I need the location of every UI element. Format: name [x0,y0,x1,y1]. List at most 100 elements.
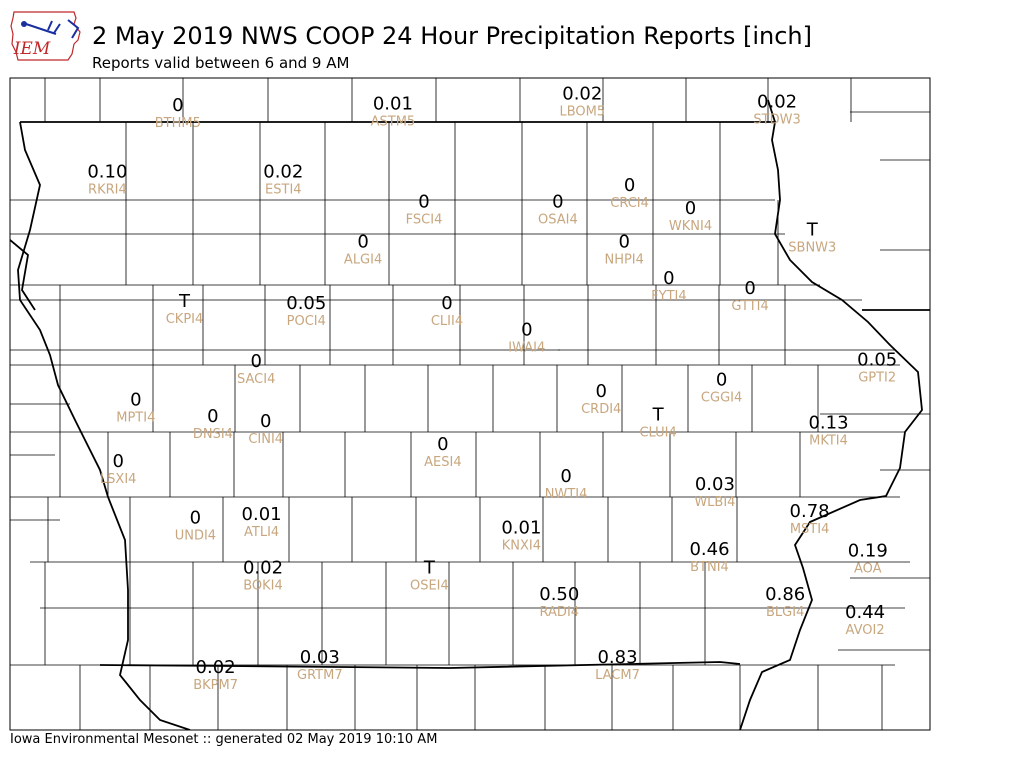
station-id: OSEI4 [410,578,449,593]
precip-value: 0 [685,198,696,219]
logo-text: IEM [13,39,51,59]
station-id: CKPI4 [166,312,204,327]
iem-logo: IEM [10,11,81,61]
precip-value: 0 [552,191,563,212]
precip-value: 0 [521,320,532,341]
precip-value: 0.02 [757,92,797,113]
station-id: AVOI2 [846,623,885,638]
precip-value: 0 [112,451,123,472]
precip-value: 0.46 [689,539,729,560]
precip-value: 0 [260,411,271,432]
station-id: NHPI4 [604,252,643,267]
precip-value: 0.78 [790,501,830,522]
station-id: GPTI2 [858,370,896,385]
precip-value: 0.03 [695,474,735,495]
map-title: 2 May 2019 NWS COOP 24 Hour Precipitatio… [92,22,812,50]
station-id: BTNI4 [690,560,729,575]
footer-credit: Iowa Environmental Mesonet :: generated … [10,732,438,747]
station-id: FYTI4 [651,289,686,304]
missouri-river-border [17,121,191,730]
precip-value: 0 [663,268,674,289]
station-id: RKRI4 [88,183,127,198]
station-id: BOKI4 [243,578,283,593]
station-id: STDW3 [753,113,800,128]
precip-value: 0.05 [857,349,897,370]
iowa-missouri-border [99,661,741,669]
precip-value: 0.02 [243,557,283,578]
station-id: CINI4 [248,432,283,447]
station-id: CRCI4 [610,196,649,211]
precip-value: 0 [250,351,261,372]
iowa-outline-logo [10,11,81,61]
precip-value: 0 [130,389,141,410]
station-id: FSCI4 [406,212,443,227]
station-id: LACM7 [595,668,640,683]
precip-value: 0.86 [765,584,805,605]
station-id: AOA [854,562,882,577]
station-id: SACI4 [237,372,275,387]
precip-value: 0.19 [848,541,888,562]
station-id: CGGI4 [701,390,742,405]
station-id: CLUI4 [639,425,676,440]
precip-value: 0.02 [263,162,303,183]
map-subtitle: Reports valid between 6 and 9 AM [92,54,350,72]
precip-value: 0 [418,191,429,212]
station-id: OSAI4 [538,212,578,227]
big-sioux-border [10,239,36,311]
precip-value: T [806,220,819,241]
station-id: BLGI4 [766,605,804,620]
station-id: ASTM5 [371,114,416,129]
precip-value: 0.03 [300,647,340,668]
station-id: IWAI4 [508,341,545,356]
station-id: POCI4 [287,314,326,329]
precip-value: 0 [441,293,452,314]
station-id: ESTI4 [265,183,302,198]
precip-value: 0.01 [242,504,282,525]
logo-wind-barb [25,20,61,35]
precip-value: 0.05 [286,293,326,314]
county-boundaries [10,78,930,730]
precip-value: 0 [207,406,218,427]
precip-value: T [423,557,436,578]
map-geography [10,78,930,730]
station-id: UNDI4 [175,528,216,543]
precip-value: 0.44 [845,602,885,623]
